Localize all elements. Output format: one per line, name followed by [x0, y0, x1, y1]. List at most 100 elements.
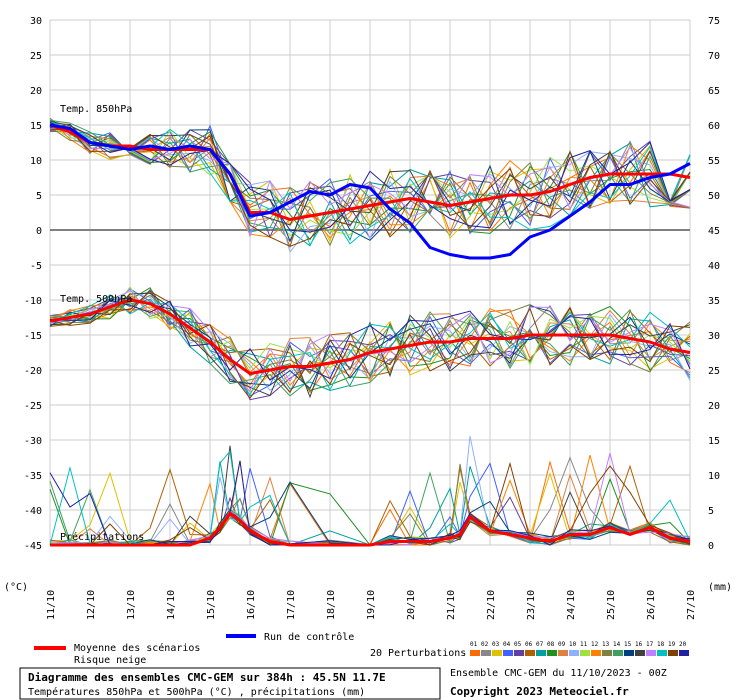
y-tick-label: -25: [24, 401, 42, 412]
perturbation-line-t850: [49, 125, 691, 243]
perturbation-number: 15: [624, 641, 632, 648]
perturbation-line-t500: [49, 299, 691, 381]
perturbation-line-t850: [49, 123, 691, 243]
perturbation-swatch: [657, 650, 667, 656]
y2-tick-label: 10: [708, 471, 720, 482]
series-mean_t850: [49, 123, 691, 221]
perturbation-number: 02: [481, 641, 489, 648]
perturbations-legend: 01 02 03 04 05 06 07 08 09 10 11 12 13 14 15 16 17 18 19 20: [470, 641, 689, 656]
y-tick-label: 25: [30, 51, 42, 62]
y2-tick-label: 45: [708, 226, 720, 237]
y2-tick-label: 70: [708, 51, 720, 62]
panel-label-precip: Précipitations: [60, 531, 144, 543]
x-tick-label: 26/10: [646, 590, 657, 620]
perturbation-line-t850: [49, 120, 691, 229]
perturbation-line-t850: [49, 121, 691, 247]
panel-label-t850: Temp. 850hPa: [60, 104, 132, 115]
perturbation-swatch: [668, 650, 678, 656]
y2-tick-label: 35: [708, 296, 720, 307]
y-tick-label: 0: [36, 226, 42, 237]
grid: [49, 19, 691, 546]
perturbation-swatch: [646, 650, 656, 656]
x-tick-label: 27/10: [686, 590, 697, 620]
perturbation-line-t850: [49, 119, 691, 234]
perturbation-swatch: [492, 650, 502, 656]
y2-tick-label: 50: [708, 191, 720, 202]
perturbation-line-t500: [49, 290, 691, 400]
ensemble-source: Ensemble CMC-GEM du 11/10/2023 - 00Z: [450, 668, 667, 679]
perturbation-line-t500: [49, 302, 691, 397]
x-tick-label: 11/10: [46, 590, 57, 620]
perturbation-line-t850: [49, 118, 691, 254]
y-tick-label: -40: [24, 506, 42, 517]
x-tick-label: 22/10: [486, 590, 497, 620]
y-tick-label: -15: [24, 331, 42, 342]
y-tick-label: 20: [30, 86, 42, 97]
perturbation-number: 20: [679, 641, 687, 648]
y-tick-label: -20: [24, 366, 42, 377]
perturbation-swatch: [514, 650, 524, 656]
y2-tick-label: 25: [708, 366, 720, 377]
y2-tick-label: 55: [708, 156, 720, 167]
perturbation-number: 07: [536, 641, 544, 648]
y2-tick-label: 5: [708, 506, 714, 517]
left-unit-label: (°C): [4, 582, 28, 593]
perturbation-number: 08: [547, 641, 555, 648]
perturbation-number: 10: [569, 641, 577, 648]
y-tick-label: -5: [30, 261, 42, 272]
x-tick-label: 14/10: [166, 590, 177, 620]
y2-tick-label: 75: [708, 16, 720, 27]
x-tick-label: 17/10: [286, 590, 297, 620]
perturbation-swatch: [536, 650, 546, 656]
perturbation-number: 01: [470, 641, 478, 648]
y2-tick-label: 30: [708, 331, 720, 342]
right-unit-label: (mm): [708, 582, 732, 593]
perturbation-line-t850: [49, 123, 691, 243]
y-tick-label: 15: [30, 121, 42, 132]
perturbation-number: 16: [635, 641, 643, 648]
y2-tick-label: 15: [708, 436, 720, 447]
panel-label-t500: Temp. 500hPa: [60, 294, 132, 305]
y-tick-label: -10: [24, 296, 42, 307]
perturbation-swatch: [525, 650, 535, 656]
main-lines: [49, 123, 691, 547]
y2-tick-label: 60: [708, 121, 720, 132]
perturbation-swatch: [481, 650, 491, 656]
y-tick-label: 10: [30, 156, 42, 167]
perturbation-number: 05: [514, 641, 522, 648]
perturbation-swatch: [613, 650, 623, 656]
chart-title: Diagramme des ensembles CMC-GEM sur 384h…: [28, 671, 386, 684]
perturbation-swatch: [503, 650, 513, 656]
perturbation-number: 19: [668, 641, 676, 648]
title-box: [19, 667, 441, 700]
y-tick-label: -35: [24, 471, 42, 482]
perturbation-number: 11: [580, 641, 588, 648]
series-control_t850: [49, 123, 691, 260]
perturbation-number: 14: [613, 641, 621, 648]
x-tick-label: 24/10: [566, 590, 577, 620]
perturbation-line-t850: [49, 124, 691, 235]
perturbation-swatch: [580, 650, 590, 656]
perturbation-number: 04: [503, 641, 511, 648]
perturbation-line-t500: [49, 286, 691, 375]
y-tick-label: 5: [36, 191, 42, 202]
perturbation-number: 12: [591, 641, 599, 648]
perturbation-number: 18: [657, 641, 665, 648]
x-tick-label: 25/10: [606, 590, 617, 620]
perturbation-swatch: [547, 650, 557, 656]
x-tick-label: 20/10: [406, 590, 417, 620]
x-tick-label: 16/10: [246, 590, 257, 620]
x-tick-label: 12/10: [86, 590, 97, 620]
perturbation-swatch: [635, 650, 645, 656]
y-tick-label: -30: [24, 436, 42, 447]
perturbation-swatch: [624, 650, 634, 656]
perturbation-number: 13: [602, 641, 610, 648]
perturbations-label: 20 Perturbations: [370, 648, 466, 659]
perturbation-line-t500: [49, 292, 691, 399]
y2-tick-label: 65: [708, 86, 720, 97]
perturbation-swatch: [591, 650, 601, 656]
perturbation-number: 17: [646, 641, 654, 648]
legend-control-label: Run de contrôle: [264, 631, 354, 643]
